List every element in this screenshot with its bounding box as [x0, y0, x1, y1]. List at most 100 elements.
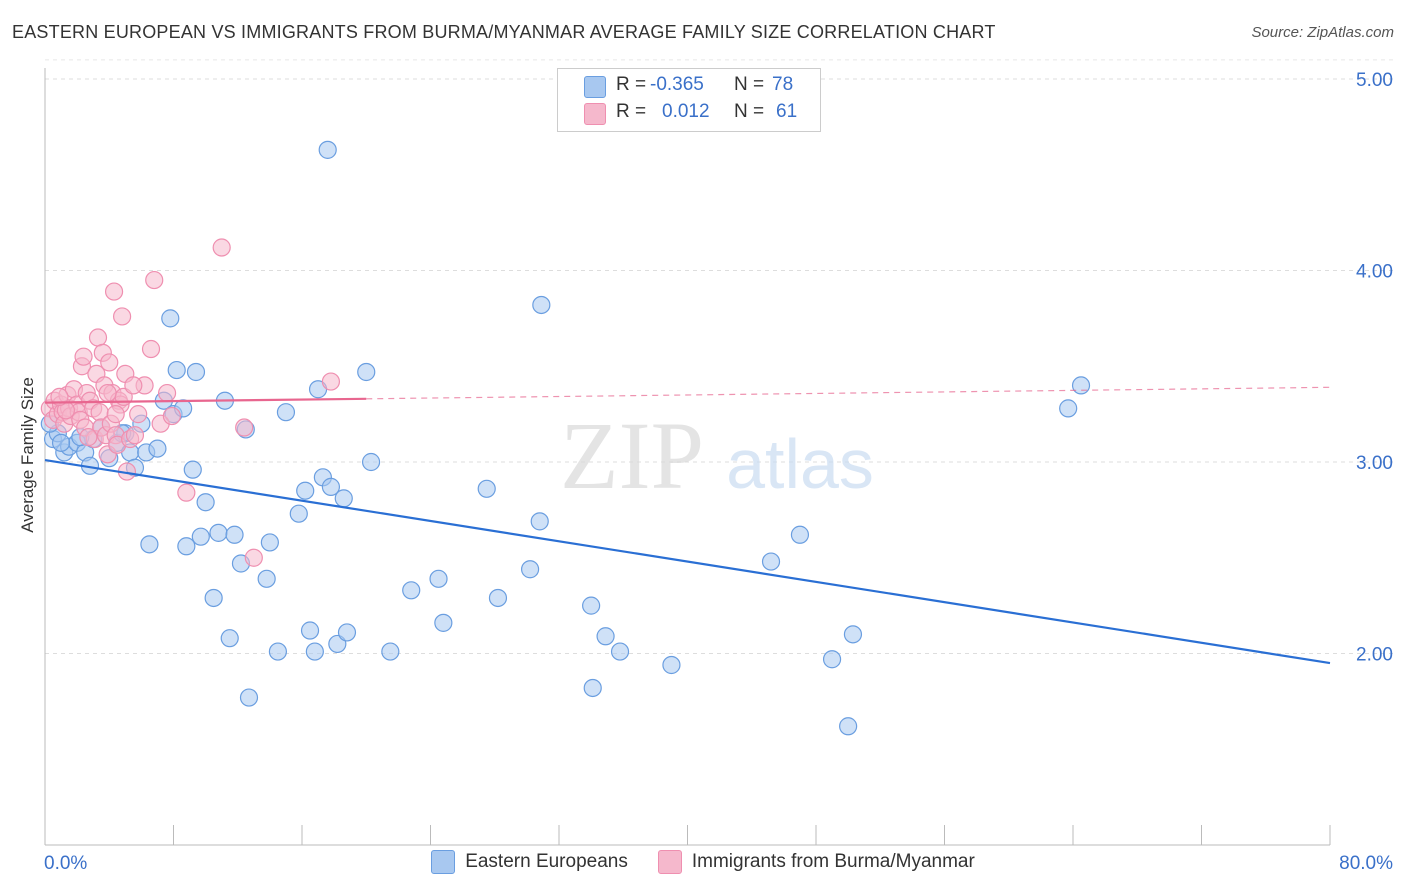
data-point-eastern-european — [361, 452, 381, 472]
data-point-eastern-european — [596, 627, 615, 646]
data-point-eastern-european — [161, 309, 180, 328]
data-point-eastern-european — [583, 678, 602, 698]
data-point-burma — [79, 428, 98, 447]
data-point-eastern-european — [204, 588, 223, 608]
data-point-eastern-european — [191, 527, 210, 546]
correlation-legend: R = -0.365 N = 78 R = 0.012 N = 61 — [557, 68, 821, 132]
trend-line-burma — [44, 397, 367, 404]
data-point-burma — [88, 328, 108, 347]
legend-label: Immigrants from Burma/Myanmar — [691, 851, 975, 872]
data-point-burma — [106, 405, 125, 424]
source-label: Source: ZipAtlas.com — [1251, 24, 1394, 41]
n-value: 61 — [776, 101, 798, 122]
data-point-burma — [244, 548, 263, 567]
trend-line-burma-extrapolated — [366, 386, 1331, 400]
n-label: N = — [734, 74, 765, 95]
data-point-eastern-european — [402, 581, 421, 600]
data-point-burma — [125, 426, 145, 445]
data-point-eastern-european — [140, 535, 159, 554]
data-point-eastern-european — [532, 295, 551, 315]
data-point-eastern-european — [357, 362, 376, 382]
data-point-eastern-european — [434, 613, 453, 632]
data-point-burma — [98, 383, 117, 403]
data-point-burma — [112, 307, 132, 326]
y-tick-label: 5.00 — [1356, 70, 1393, 91]
data-point-burma — [321, 372, 341, 391]
r-value: -0.365 — [650, 74, 704, 95]
data-point-eastern-european — [268, 642, 288, 661]
legend-item-burma: Immigrants from Burma/Myanmar — [657, 850, 975, 874]
watermark-zip: ZIP — [560, 402, 704, 509]
data-point-eastern-european — [276, 403, 296, 422]
data-point-eastern-european — [186, 362, 206, 382]
data-point-eastern-european — [257, 569, 276, 588]
data-point-eastern-european — [209, 523, 228, 542]
data-point-eastern-european — [477, 479, 496, 498]
x-tick-label: 0.0% — [44, 853, 87, 874]
data-point-eastern-european — [296, 481, 315, 500]
data-point-eastern-european — [177, 537, 196, 556]
data-point-eastern-european — [822, 650, 842, 669]
data-point-eastern-european — [1071, 376, 1091, 395]
data-point-eastern-european — [761, 552, 781, 571]
data-point-eastern-european — [321, 477, 341, 496]
data-point-eastern-european — [610, 642, 630, 661]
data-point-burma — [157, 383, 177, 403]
data-point-eastern-european — [183, 460, 202, 479]
data-point-eastern-european — [220, 629, 239, 648]
data-point-eastern-european — [1059, 399, 1078, 418]
legend-swatch-blue — [584, 76, 606, 98]
data-point-burma — [74, 347, 93, 366]
y-tick-label: 3.00 — [1356, 453, 1393, 474]
data-point-burma — [212, 238, 231, 257]
chart-title: EASTERN EUROPEAN VS IMMIGRANTS FROM BURM… — [12, 22, 996, 42]
data-point-eastern-european — [289, 504, 308, 523]
data-point-eastern-european — [196, 493, 215, 512]
data-point-eastern-european — [260, 533, 279, 552]
data-point-eastern-european — [530, 512, 549, 531]
legend-label: Eastern Europeans — [465, 851, 628, 872]
data-point-eastern-european — [300, 621, 320, 640]
data-point-eastern-european — [520, 560, 540, 579]
data-point-burma — [235, 418, 254, 437]
data-point-eastern-european — [843, 625, 863, 644]
data-point-eastern-european — [839, 717, 858, 736]
legend-swatch-pink — [657, 850, 682, 874]
n-label: N = — [734, 101, 765, 122]
r-value: 0.012 — [662, 101, 710, 122]
legend-swatch-blue — [431, 850, 456, 874]
data-point-burma — [177, 483, 196, 502]
data-point-eastern-european — [337, 623, 357, 642]
data-point-burma — [104, 282, 124, 301]
data-point-burma — [162, 406, 181, 426]
data-point-burma — [129, 405, 148, 424]
n-value: 78 — [772, 74, 794, 95]
data-point-eastern-european — [148, 439, 167, 458]
x-tick-label: 80.0% — [1339, 853, 1393, 874]
y-tick-label: 4.00 — [1356, 262, 1393, 283]
data-point-burma — [50, 387, 69, 406]
data-point-eastern-european — [167, 360, 186, 380]
data-point-eastern-european — [429, 569, 448, 588]
data-point-eastern-european — [488, 588, 508, 608]
data-point-eastern-european — [318, 140, 337, 159]
data-point-eastern-european — [239, 688, 259, 707]
trend-line-eastern-european — [44, 458, 1331, 665]
watermark-atlas: atlas — [726, 425, 874, 503]
data-point-eastern-european — [334, 489, 353, 508]
data-point-eastern-european — [381, 642, 400, 661]
series-legend: Eastern Europeans Immigrants from Burma/… — [0, 850, 1406, 874]
data-point-eastern-european — [51, 433, 71, 452]
data-point-eastern-european — [305, 642, 324, 661]
data-point-burma — [141, 339, 161, 359]
r-label: R = — [616, 74, 647, 95]
y-tick-label: 2.00 — [1356, 645, 1393, 666]
data-point-eastern-european — [790, 525, 810, 544]
data-point-burma — [145, 270, 164, 290]
legend-item-eastern-europeans: Eastern Europeans — [431, 850, 628, 874]
data-point-eastern-european — [225, 525, 244, 544]
r-label: R = — [616, 101, 647, 122]
data-point-eastern-european — [662, 655, 681, 675]
data-point-eastern-european — [582, 596, 601, 615]
